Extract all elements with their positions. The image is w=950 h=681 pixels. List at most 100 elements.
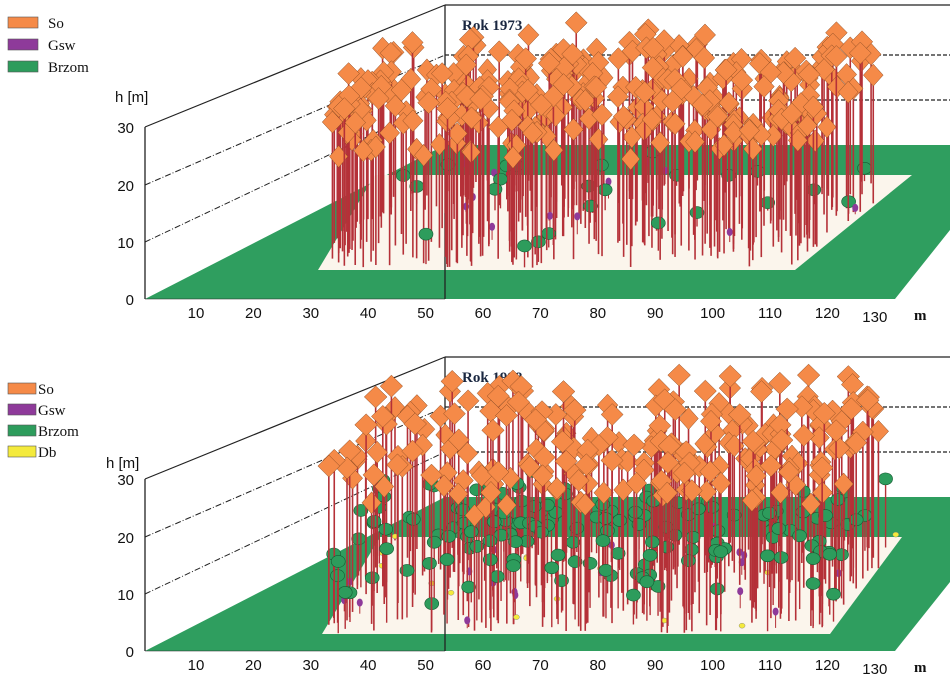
- tree-crown-so: [817, 115, 837, 139]
- tree-crown-so: [514, 47, 538, 70]
- tree-crown-so: [379, 121, 401, 145]
- tree-crown-so: [456, 389, 480, 413]
- tree-crown-so: [612, 105, 635, 128]
- tree-crown-gsw: [737, 587, 744, 596]
- tree-crown-so: [710, 471, 732, 495]
- tree-crown-so: [567, 469, 590, 492]
- tree-crown-brzom: [508, 535, 523, 549]
- tree-crown-so: [401, 439, 424, 463]
- x-tick-label: 20: [245, 657, 262, 674]
- y-tick-label: 10: [117, 587, 134, 604]
- tree-crown-so: [575, 453, 598, 477]
- tree-crown-brzom: [762, 506, 777, 520]
- tree-crown-so: [691, 93, 714, 117]
- tree-crown-brzom: [830, 493, 846, 506]
- tree-crown-so: [522, 121, 544, 145]
- tree-crown-brzom: [489, 570, 505, 583]
- x-tick-label: 100: [700, 657, 725, 674]
- tree-crown-so: [855, 388, 880, 412]
- tree-crown-brzom: [612, 514, 627, 527]
- tree-crown-brzom: [595, 534, 611, 547]
- tree-crown-brzom: [822, 547, 838, 561]
- tree-crown-brzom: [681, 554, 696, 567]
- tree-crown-so: [430, 62, 454, 85]
- tree-crown-so: [622, 433, 646, 457]
- tree-crown-so: [593, 481, 614, 505]
- legend-label: Db: [38, 445, 56, 461]
- tree-crown-so: [753, 75, 775, 98]
- tree-crown-so: [554, 449, 578, 473]
- side-wall-top: [144, 356, 446, 480]
- tree-crown-so: [344, 111, 366, 134]
- x-tick-label: 60: [475, 305, 492, 322]
- tree-crown-brzom: [639, 575, 655, 589]
- x-tick-label: 90: [647, 657, 664, 674]
- tree-crown-so: [777, 460, 800, 484]
- tree-crown-brzom: [351, 532, 366, 546]
- tree-crown-brzom: [709, 582, 725, 596]
- tree-crown-so: [768, 371, 792, 395]
- tree-crown-so: [545, 104, 566, 128]
- tree-crown-so: [455, 53, 478, 77]
- tree-crown-brzom: [439, 553, 455, 566]
- tree-crown-so: [420, 463, 443, 487]
- tree-crown-gsw: [574, 212, 581, 221]
- tree-crown-so: [447, 122, 468, 145]
- tree-crown-so: [488, 40, 511, 64]
- tree-crown-so: [824, 419, 848, 443]
- tree-crown-so: [693, 379, 717, 403]
- x-tick-label: 10: [188, 657, 205, 674]
- tree-crown-brzom: [610, 547, 626, 560]
- tree-crown-so: [530, 93, 553, 117]
- legend-swatch-so: [7, 16, 39, 29]
- tree-crown-so: [563, 118, 584, 141]
- x-tick-label: 40: [360, 657, 377, 674]
- tree-crown-so: [600, 403, 624, 426]
- y-axis-label: h [m]: [106, 455, 139, 472]
- tree-crown-brzom: [760, 549, 775, 563]
- tree-crown-brzom: [710, 524, 726, 538]
- tree-crown-so: [501, 108, 523, 132]
- tree-crown-brzom: [628, 505, 643, 519]
- tree-crown-brzom: [645, 535, 660, 549]
- legend-swatch-so: [7, 382, 37, 395]
- tree-crown-so: [414, 143, 434, 167]
- tree-crown-brzom: [598, 564, 614, 577]
- legend-swatch-brzom: [7, 60, 39, 73]
- tree-crown-so: [839, 397, 863, 421]
- x-axis-label: m: [914, 308, 927, 324]
- tree-crown-gsw: [726, 228, 733, 237]
- tree-crown-so: [783, 46, 807, 70]
- tree-crown-brzom: [487, 182, 503, 196]
- legend-label: So: [48, 16, 64, 32]
- tree-crown-brzom: [463, 525, 479, 539]
- x-tick-label: 80: [589, 305, 606, 322]
- tree-crown-so: [800, 492, 821, 516]
- tree-crown-so: [678, 407, 699, 430]
- tree-crown-so: [863, 63, 884, 87]
- tree-crown-so: [700, 409, 722, 433]
- tree-crown-gsw: [356, 598, 363, 607]
- tree-crown-so: [550, 430, 575, 454]
- tree-crown-so: [730, 68, 754, 92]
- tree-crown-so: [588, 127, 609, 151]
- tree-crown-brzom: [685, 530, 701, 544]
- tree-crown-so: [848, 41, 872, 65]
- tree-crown-so: [727, 403, 752, 427]
- tree-crown-brzom: [805, 577, 821, 590]
- tree-crown-so: [544, 138, 564, 162]
- tree-crown-brzom: [461, 580, 476, 594]
- tree-crown-so: [546, 477, 568, 500]
- tree-crown-brzom: [399, 564, 415, 577]
- tree-crown-brzom: [597, 183, 613, 197]
- x-tick-label: 120: [815, 305, 840, 322]
- tree-crown-so: [585, 75, 608, 99]
- tree-crown-so: [792, 424, 815, 447]
- tree-crown-so: [693, 23, 716, 47]
- tree-crown-so: [440, 369, 464, 393]
- tree-crown-so: [337, 62, 360, 85]
- tree-crown-brzom: [482, 534, 498, 548]
- tree-crown-db: [447, 590, 455, 596]
- tree-crown-brzom: [544, 561, 560, 575]
